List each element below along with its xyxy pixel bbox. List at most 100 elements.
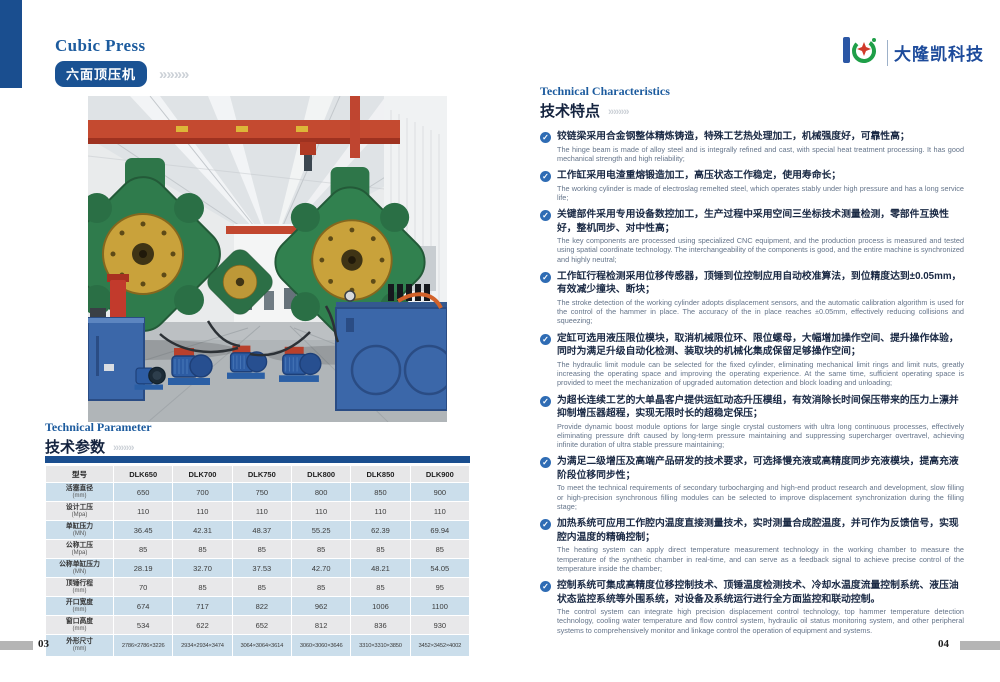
table-cell: 85 bbox=[409, 539, 471, 559]
row-label-cell: 单缸压力 (MN) bbox=[45, 520, 114, 540]
table-cell: 110 bbox=[350, 501, 411, 521]
table-cell: 54.05 bbox=[409, 558, 471, 578]
pipes bbox=[159, 305, 340, 357]
technical-parameter-table-wrap: 型号 DLK650 DLK700 DLK750 DLK800 DLK850 DL… bbox=[45, 465, 471, 657]
check-icon: ✓ bbox=[540, 171, 551, 183]
row-label-cell: 公称工压 (Mpa) bbox=[45, 539, 114, 559]
feature-text-en: The hydraulic limit module can be select… bbox=[557, 359, 964, 388]
feature-text-en: Provide dynamic boost module options for… bbox=[557, 421, 964, 450]
table-cell: 110 bbox=[112, 501, 174, 521]
left-page-header: Cubic Press 六面顶压机 »»»» bbox=[55, 36, 189, 87]
check-icon: ✓ bbox=[540, 132, 551, 143]
table-cell: 900 bbox=[409, 482, 471, 502]
chevrons-icon: »»»» bbox=[608, 106, 630, 119]
table-header-cell: 型号 bbox=[45, 465, 114, 483]
table-cell: 110 bbox=[409, 501, 471, 521]
table-cell: 652 bbox=[231, 615, 292, 635]
feature-text-zh: 加热系统可应用工作腔内温度直接测量技术，实时测量合成腔温度，并可作为反馈信号，实… bbox=[557, 518, 959, 543]
check-icon: ✓ bbox=[540, 457, 551, 469]
feature-text-zh: 定缸可选用液压限位模块，取消机械限位环、限位螺母，大幅增加操作空间、提升操作体验… bbox=[557, 332, 959, 358]
feature-item: ✓ 铰链梁采用合金钢整体精炼铸造，特殊工艺热处理加工，机械强度好，可靠性高； T… bbox=[540, 130, 964, 163]
table-cell: 3452×3452×4002 bbox=[409, 634, 471, 657]
page-number-left: 03 bbox=[38, 638, 49, 650]
corner-accent-bar bbox=[0, 0, 22, 88]
feature-list: ✓ 铰链梁采用合金钢整体精炼铸造，特殊工艺热处理加工，机械强度好，可靠性高； T… bbox=[540, 130, 964, 635]
table-cell: 48.21 bbox=[350, 558, 411, 578]
section-title-zh: 技术特点 bbox=[540, 103, 601, 120]
feature-text-en: The working cylinder is made of electros… bbox=[557, 183, 964, 202]
company-name: 大隆凯科技 bbox=[894, 45, 984, 64]
table-row: 开口宽度 (mm) 674 717 822 962 1006 1100 bbox=[45, 596, 471, 616]
table-cell: 85 bbox=[112, 539, 174, 559]
section-title-en: Technical Characteristics bbox=[540, 84, 670, 98]
feature-text-en: To meet the technical requirements of se… bbox=[557, 483, 964, 511]
chevrons-icon: »»»» bbox=[113, 442, 135, 455]
table-cell: 85 bbox=[172, 577, 233, 597]
table-row: 窗口高度 (mm) 534 622 652 812 836 930 bbox=[45, 615, 471, 635]
technical-parameter-table: 型号 DLK650 DLK700 DLK750 DLK800 DLK850 DL… bbox=[45, 465, 471, 657]
table-cell: 700 bbox=[172, 482, 233, 502]
crane-beam bbox=[88, 96, 400, 171]
feature-text-zh: 为满足二级增压及高端产品研发的技术要求，可选择慢充液或高精度同步充液模块，提高充… bbox=[557, 456, 959, 481]
feature-text-zh: 铰链梁采用合金钢整体精炼铸造，特殊工艺热处理加工，机械强度好，可靠性高； bbox=[557, 131, 910, 142]
table-cell: 42.70 bbox=[290, 558, 352, 578]
row-label-cell: 活塞直径 (mm) bbox=[45, 482, 114, 502]
product-badge: 六面顶压机 bbox=[55, 61, 148, 87]
table-cell: 836 bbox=[350, 615, 411, 635]
press-middle bbox=[207, 249, 273, 315]
table-cell: 110 bbox=[172, 501, 233, 521]
check-icon: ✓ bbox=[540, 395, 551, 407]
page-number-bar bbox=[0, 641, 33, 650]
row-label-cell: 窗口高度 (mm) bbox=[45, 615, 114, 635]
table-cell: 85 bbox=[350, 539, 411, 559]
feature-text-en: The hinge beam is made of alloy steel an… bbox=[557, 144, 964, 163]
section-title-en: Technical Parameter bbox=[45, 420, 152, 434]
press-right bbox=[266, 166, 434, 365]
feature-item: ✓ 工作缸行程检测采用位移传感器，顶锤到位控制应用自动校准算法，到位精度达到±0… bbox=[540, 270, 964, 326]
table-cell: 48.37 bbox=[231, 520, 292, 540]
row-label-cell: 顶锤行程 (mm) bbox=[45, 577, 114, 597]
table-cell: 1100 bbox=[409, 596, 471, 616]
feature-text-zh: 工作缸采用电渣重熔锻造加工，高压状态工作稳定，使用寿命长； bbox=[557, 170, 842, 182]
table-cell: 850 bbox=[350, 482, 411, 502]
table-cell: 674 bbox=[112, 596, 174, 616]
table-cell: 85 bbox=[350, 577, 411, 597]
feature-item: ✓ 关键部件采用专用设备数控加工，生产过程中采用空间三坐标技术测量检测，零部件互… bbox=[540, 208, 964, 264]
chevrons-icon: »»»» bbox=[159, 66, 189, 84]
feature-text-zh: 控制系统可集成高精度位移控制技术、顶锤温度检测技术、冷却水温度流量控制系统、液压… bbox=[557, 580, 959, 605]
table-row: 设计工压 (Mpa) 110 110 110 110 110 110 bbox=[45, 501, 471, 521]
hydraulic-tank-right bbox=[335, 284, 447, 411]
table-cell: 3064×3064×3614 bbox=[231, 634, 292, 657]
table-row: 活塞直径 (mm) 650 700 750 800 850 900 bbox=[45, 482, 471, 502]
table-header-cell: DLK700 bbox=[172, 465, 233, 483]
feature-item: ✓ 为满足二级增压及高端产品研发的技术要求，可选择慢充液或高精度同步充液模块，提… bbox=[540, 455, 964, 511]
row-label-cell: 开口宽度 (mm) bbox=[45, 596, 114, 616]
feature-item: ✓ 加热系统可应用工作腔内温度直接测量技术，实时测量合成腔温度，并可作为反馈信号… bbox=[540, 517, 964, 573]
table-cell: 717 bbox=[172, 596, 233, 616]
table-cell: 534 bbox=[112, 615, 174, 635]
table-cell: 800 bbox=[290, 482, 352, 502]
table-cell: 70 bbox=[112, 577, 174, 597]
table-cell: 3310×3310×3850 bbox=[350, 634, 411, 657]
feature-item: ✓ 控制系统可集成高精度位移控制技术、顶锤温度检测技术、冷却水温度流量控制系统、… bbox=[540, 579, 964, 635]
check-icon: ✓ bbox=[540, 519, 551, 531]
row-label-cell: 公称单缸压力 (MN) bbox=[45, 558, 114, 578]
table-cell: 622 bbox=[172, 615, 233, 635]
table-header-cell: DLK650 bbox=[112, 465, 174, 483]
page-title-en: Cubic Press bbox=[55, 36, 146, 55]
check-icon: ✓ bbox=[540, 210, 551, 222]
table-cell: 930 bbox=[409, 615, 471, 635]
table-cell: 822 bbox=[231, 596, 292, 616]
logo-divider bbox=[887, 39, 888, 66]
table-cell: 2786×2786×3226 bbox=[112, 634, 174, 657]
technical-characteristics-section: Technical Characteristics 技术特点 »»»» ✓ 铰链梁… bbox=[540, 84, 964, 641]
check-icon: ✓ bbox=[540, 581, 551, 593]
table-cell: 69.94 bbox=[409, 520, 471, 540]
table-row: 顶锤行程 (mm) 70 85 85 85 85 95 bbox=[45, 577, 471, 597]
table-cell: 85 bbox=[231, 539, 292, 559]
row-label-cell: 设计工压 (Mpa) bbox=[45, 501, 114, 521]
feature-item: ✓ 为超长连续工艺的大单晶客户提供运缸动态升压模组，有效消除长时间保压带来的压力… bbox=[540, 394, 964, 450]
table-row: 公称工压 (Mpa) 85 85 85 85 85 85 bbox=[45, 539, 471, 559]
table-cell: 3060×3060×3646 bbox=[290, 634, 352, 657]
table-cell: 95 bbox=[409, 577, 471, 597]
